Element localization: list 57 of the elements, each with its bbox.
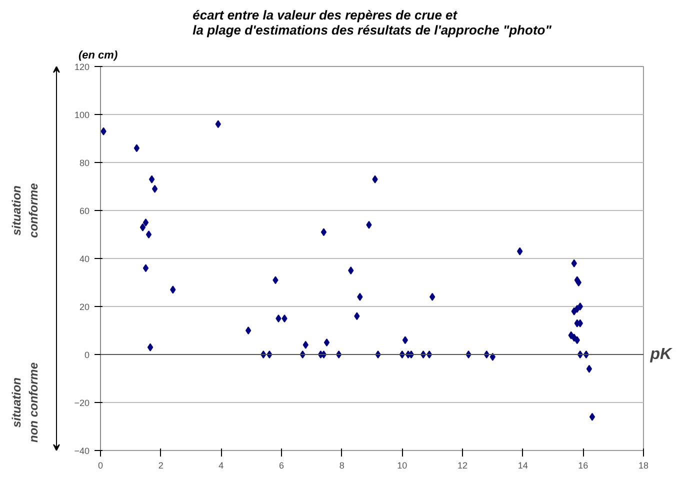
point bbox=[589, 412, 596, 421]
point bbox=[366, 220, 372, 229]
y-tick-label: −40 bbox=[74, 446, 90, 456]
point bbox=[142, 218, 149, 226]
point bbox=[148, 175, 155, 184]
point bbox=[146, 230, 152, 238]
x-tick-label: 4 bbox=[218, 460, 224, 470]
point bbox=[574, 336, 580, 344]
point bbox=[272, 276, 278, 284]
point bbox=[320, 228, 327, 236]
point bbox=[490, 352, 496, 361]
point bbox=[357, 292, 363, 301]
point bbox=[324, 338, 330, 346]
point bbox=[576, 278, 582, 286]
point bbox=[100, 127, 106, 136]
point bbox=[142, 264, 149, 272]
x-tick-label: 2 bbox=[158, 460, 164, 470]
x-tick-label: 16 bbox=[578, 460, 588, 470]
point bbox=[354, 312, 360, 320]
point bbox=[302, 340, 308, 349]
point bbox=[215, 120, 221, 128]
x-tick-label: 12 bbox=[457, 460, 468, 470]
x-tick-label: 10 bbox=[397, 460, 408, 470]
point bbox=[134, 144, 140, 152]
point bbox=[147, 343, 154, 352]
y-tick-label: −20 bbox=[74, 398, 90, 408]
y-tick-label: 60 bbox=[79, 206, 90, 216]
y-tick-label: 100 bbox=[74, 110, 90, 120]
y-tick-label: 0 bbox=[84, 350, 90, 360]
point bbox=[170, 286, 176, 294]
point bbox=[140, 223, 146, 232]
y-tick-label: 120 bbox=[74, 62, 90, 72]
y-tick-label: 40 bbox=[79, 254, 90, 264]
point bbox=[282, 314, 288, 322]
x-tick-label: 8 bbox=[339, 460, 344, 470]
text: situation conforme bbox=[10, 182, 40, 238]
point bbox=[516, 247, 523, 256]
x-axis-title: pK bbox=[649, 346, 674, 363]
point bbox=[276, 314, 282, 322]
text: situation non conforme bbox=[10, 362, 40, 442]
y-tick-label: 80 bbox=[79, 158, 90, 168]
x-tick-label: 0 bbox=[98, 460, 104, 470]
point bbox=[152, 184, 158, 193]
point bbox=[372, 175, 378, 184]
y-tick-label: 20 bbox=[79, 302, 90, 312]
point bbox=[430, 292, 436, 301]
point bbox=[571, 259, 577, 268]
x-tick-label: 18 bbox=[638, 460, 649, 470]
point bbox=[586, 364, 592, 373]
x-tick-label: 6 bbox=[278, 460, 284, 470]
point bbox=[348, 266, 354, 274]
point bbox=[577, 302, 583, 310]
text: (en cm) bbox=[78, 50, 118, 62]
x-tick-label: 14 bbox=[518, 460, 528, 470]
chart-title: écart entre la valeur des repères de crue et la plage d'estimations des résultats de l'approche "photo" bbox=[192, 8, 552, 38]
point bbox=[245, 326, 252, 334]
point bbox=[402, 336, 408, 344]
